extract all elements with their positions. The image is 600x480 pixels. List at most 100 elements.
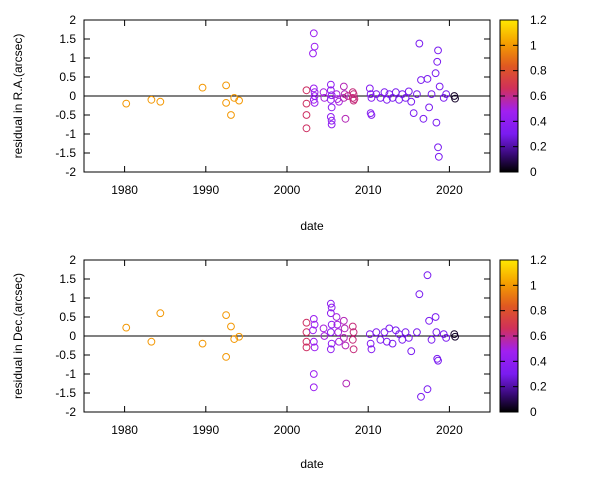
data-point: [309, 49, 317, 58]
data-point: [319, 88, 328, 97]
data-point: [302, 328, 311, 337]
data-point: [348, 335, 357, 344]
data-point: [451, 94, 459, 103]
data-point: [302, 86, 311, 95]
y-tick-label: 1: [69, 291, 76, 305]
data-point: [332, 90, 341, 98]
data-point: [350, 95, 359, 103]
data-point: [310, 42, 319, 51]
data-point: [388, 339, 397, 348]
data-point: [442, 90, 451, 98]
data-point: [417, 392, 425, 401]
colorbar-tick-label: 0.4: [530, 114, 547, 128]
data-point: [419, 114, 428, 123]
data-point: [327, 103, 336, 112]
data-point: [310, 88, 319, 97]
y-tick-label: 2: [69, 13, 76, 27]
data-point: [401, 328, 410, 337]
data-point: [348, 322, 357, 331]
data-point: [309, 326, 317, 335]
y-tick-label: 2: [69, 253, 76, 267]
data-point: [407, 347, 416, 356]
data-point: [309, 29, 318, 38]
colorbar-tick-label: 1: [530, 38, 537, 52]
data-point: [366, 339, 375, 348]
data-point: [439, 330, 448, 339]
x-tick-label: 2020: [436, 183, 463, 197]
data-point: [349, 328, 358, 337]
data-point: [366, 90, 375, 98]
data-point: [319, 324, 328, 333]
data-point: [425, 103, 434, 112]
data-point: [333, 320, 342, 329]
data-point: [335, 337, 343, 346]
data-point: [235, 96, 243, 105]
data-point: [349, 96, 358, 105]
data-point: [427, 90, 436, 98]
y-tick-label: -2: [65, 405, 76, 419]
data-point: [398, 335, 407, 344]
data-point: [222, 353, 231, 361]
data-point: [431, 69, 440, 78]
data-point: [367, 111, 376, 119]
data-point: [302, 337, 311, 346]
data-point: [339, 334, 348, 342]
data-point: [147, 337, 156, 346]
data-point: [341, 341, 350, 350]
data-point: [391, 88, 400, 97]
data-point: [365, 84, 374, 93]
data-point: [407, 97, 416, 106]
data-point: [380, 328, 389, 337]
data-point: [432, 328, 441, 337]
data-point: [310, 343, 319, 352]
data-point: [302, 318, 311, 327]
data-point: [309, 95, 318, 104]
y-tick-label: -0.5: [55, 348, 76, 362]
colorbar-tick-label: 0.2: [530, 140, 547, 154]
data-point: [235, 332, 243, 341]
x-tick-label: 2000: [274, 183, 301, 197]
data-point: [431, 313, 440, 321]
data-point: [320, 332, 329, 340]
x-tick-label: 1980: [111, 423, 138, 437]
colorbar-tick-label: 0: [530, 165, 537, 179]
y-tick-label: -2: [65, 165, 76, 179]
data-point: [342, 379, 351, 388]
data-point: [380, 88, 389, 97]
data-point: [434, 152, 443, 161]
data-point: [334, 328, 343, 337]
x-tick-label: 1980: [111, 183, 138, 197]
data-point: [434, 46, 442, 55]
data-point: [434, 356, 442, 365]
colorbar-tick-label: 0.8: [530, 64, 547, 78]
x-tick-label: 2000: [274, 423, 301, 437]
x-tick-label: 2010: [355, 423, 382, 437]
data-point: [309, 315, 318, 323]
data-point: [423, 271, 432, 280]
data-point: [222, 311, 231, 320]
y-tick-label: 0: [69, 329, 76, 343]
data-point: [439, 94, 448, 102]
data-point: [413, 90, 421, 98]
data-point: [327, 116, 336, 125]
data-point: [326, 86, 335, 95]
y-tick-label: 1: [69, 51, 76, 65]
colorbar-tick-label: 0.6: [530, 89, 547, 103]
data-point: [340, 324, 349, 333]
colorbar-tick-label: 0.2: [530, 380, 547, 394]
x-axis-label: date: [300, 219, 324, 233]
x-tick-label: 1990: [192, 423, 219, 437]
colorbar-tick-label: 1: [530, 278, 537, 292]
data-point: [156, 309, 165, 318]
colorbar-tick-label: 0.6: [530, 329, 547, 343]
data-point: [326, 113, 335, 121]
data-point: [382, 337, 391, 346]
data-point: [222, 81, 231, 90]
y-axis-label: residual in R.A.(arcsec): [11, 34, 25, 159]
data-point: [309, 370, 318, 378]
colorbar-tick-label: 1.2: [530, 253, 547, 267]
colorbar: 1.2 1 0.8 0.6 0.4 0.2 0: [499, 13, 547, 179]
data-point: [349, 345, 358, 354]
